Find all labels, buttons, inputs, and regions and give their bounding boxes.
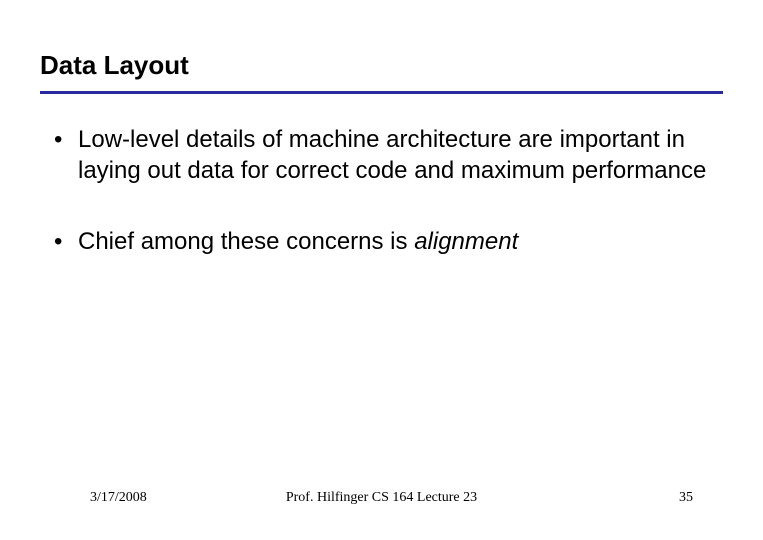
bullet-2-prefix: Chief among these concerns is [78,228,414,255]
slide: Data Layout Low-level details of machine… [0,0,763,540]
slide-title: Data Layout [40,50,723,81]
bullet-list: Low-level details of machine architectur… [40,124,723,258]
slide-footer: 3/17/2008 Prof. Hilfinger CS 164 Lecture… [40,490,723,506]
bullet-item-2: Chief among these concerns is alignment [50,226,723,257]
bullet-2-emph: alignment [414,228,518,255]
footer-center: Prof. Hilfinger CS 164 Lecture 23 [40,490,723,506]
bullet-item-1: Low-level details of machine architectur… [50,124,723,186]
title-divider [40,91,723,94]
